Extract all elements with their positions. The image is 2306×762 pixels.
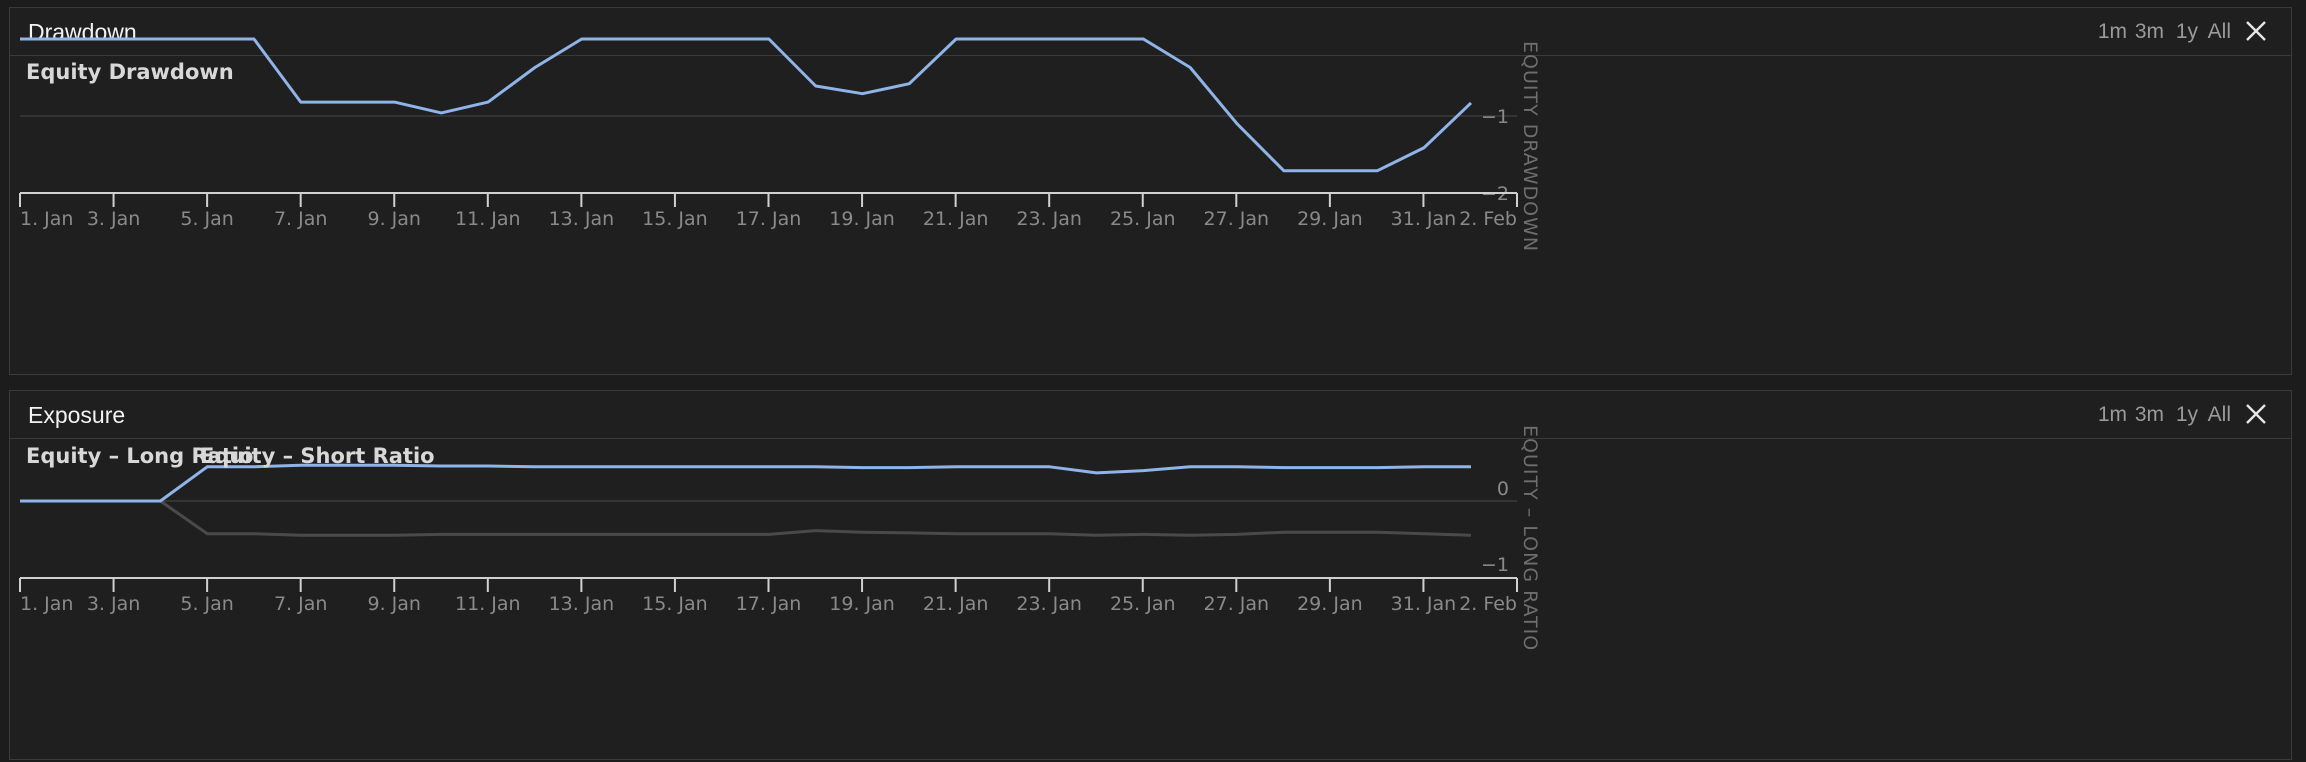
range-3m-button[interactable]: 3m (2134, 403, 2164, 426)
x-tick-label: 29. Jan (1297, 593, 1363, 615)
x-tick-label: 27. Jan (1204, 593, 1270, 615)
y-tick-label: −1 (1481, 106, 1509, 128)
y-axis-title: EQUITY DRAWDOWN (1519, 41, 1541, 252)
x-tick-label: 19. Jan (829, 593, 895, 615)
range-1y-button[interactable]: 1y (2175, 20, 2198, 43)
x-tick-label: 9. Jan (368, 593, 421, 615)
x-tick-label: 23. Jan (1016, 593, 1082, 615)
x-tick-label: 31. Jan (1391, 208, 1457, 230)
y-tick-label: 0 (1497, 478, 1509, 500)
drawdown-panel-title: Drawdown (28, 19, 137, 45)
x-tick-label: 9. Jan (368, 208, 421, 230)
close-icon[interactable] (2243, 18, 2269, 44)
x-tick-label: 25. Jan (1110, 593, 1176, 615)
x-tick-label: 2. Feb (1459, 208, 1517, 230)
x-tick-label: 25. Jan (1110, 208, 1176, 230)
x-tick-label: 7. Jan (274, 593, 327, 615)
x-tick-label: 27. Jan (1204, 208, 1270, 230)
exposure-panel: Exposure 1m 3m 1y All 0 −1 EQUITY – LONG R… (9, 390, 2292, 760)
range-1m-button[interactable]: 1m (2097, 20, 2127, 43)
x-tick-label: 7. Jan (274, 208, 327, 230)
series-line (20, 37, 1473, 173)
legend-label: Equity – Long Ratio (26, 444, 253, 468)
exposure-panel-header: Exposure 1m 3m 1y All (10, 391, 2291, 439)
x-tick-label: 21. Jan (923, 593, 989, 615)
x-tick-label: 13. Jan (549, 208, 615, 230)
close-icon[interactable] (2243, 401, 2269, 427)
x-tick-label: 23. Jan (1016, 208, 1082, 230)
range-all-button[interactable]: All (2207, 20, 2231, 43)
range-1m-button[interactable]: 1m (2097, 403, 2127, 426)
x-tick-label: 11. Jan (455, 208, 521, 230)
range-all-button[interactable]: All (2207, 403, 2231, 426)
x-tick-label: 29. Jan (1297, 208, 1363, 230)
x-tick-label: 3. Jan (87, 593, 140, 615)
x-tick-label: 2. Feb (1459, 593, 1517, 615)
x-tick-label: 31. Jan (1391, 593, 1457, 615)
drawdown-panel-header: Drawdown 1m 3m 1y All (10, 8, 2291, 56)
legend-label: Equity – Short Ratio (200, 444, 435, 468)
x-tick-label: 11. Jan (455, 593, 521, 615)
range-3m-button[interactable]: 3m (2134, 20, 2164, 43)
x-tick-label: 17. Jan (736, 593, 802, 615)
range-1y-button[interactable]: 1y (2175, 403, 2198, 426)
x-tick-label: 17. Jan (736, 208, 802, 230)
x-tick-label: 1. Jan (20, 593, 73, 615)
x-tick-label: 1. Jan (20, 208, 73, 230)
y-tick-label: −1 (1481, 554, 1509, 576)
x-tick-label: 13. Jan (549, 593, 615, 615)
drawdown-panel: Drawdown 1m 3m 1y All −1 −2 EQUITY DRAWDOW… (9, 7, 2292, 375)
x-tick-label: 15. Jan (642, 208, 708, 230)
series-line (20, 499, 1472, 537)
x-tick-label: 5. Jan (180, 593, 233, 615)
x-tick-label: 3. Jan (87, 208, 140, 230)
x-tick-label: 5. Jan (180, 208, 233, 230)
exposure-panel-title: Exposure (28, 402, 126, 428)
x-tick-label: 21. Jan (923, 208, 989, 230)
legend-label: Equity Drawdown (26, 60, 234, 84)
y-axis-title: EQUITY – LONG RATIO (1519, 425, 1541, 651)
x-tick-label: 15. Jan (642, 593, 708, 615)
series-line (20, 463, 1471, 503)
exposure-chart: 0 −1 EQUITY – LONG RATIO 1. Jan 3. Jan 5. Jan… (19, 425, 1541, 651)
x-tick-label: 19. Jan (829, 208, 895, 230)
